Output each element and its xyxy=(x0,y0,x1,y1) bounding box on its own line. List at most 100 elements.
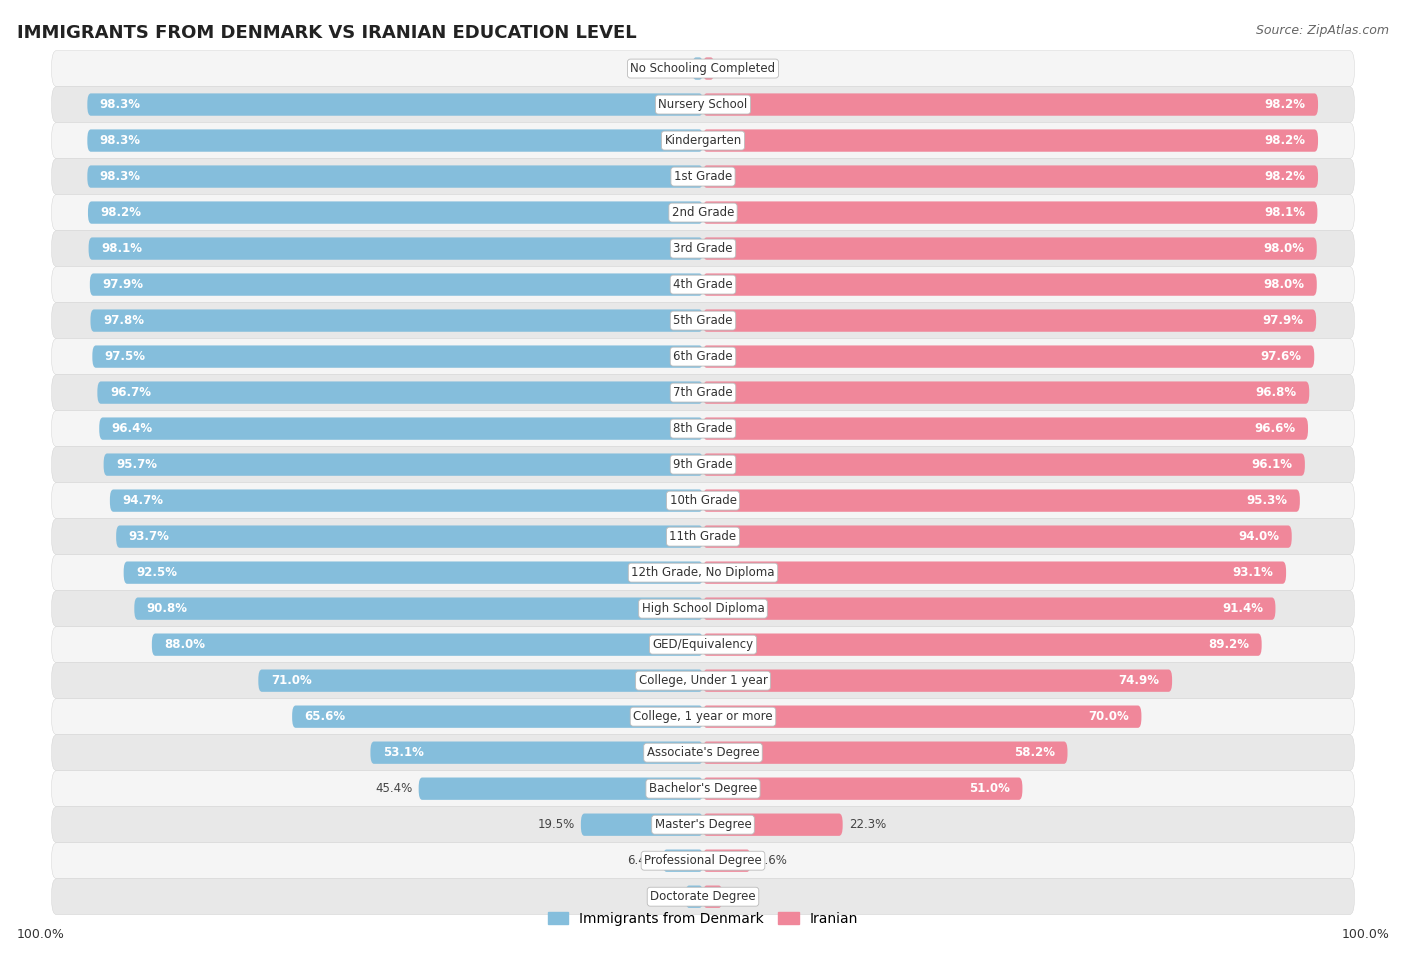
Text: 9th Grade: 9th Grade xyxy=(673,458,733,471)
FancyBboxPatch shape xyxy=(87,130,703,152)
FancyBboxPatch shape xyxy=(52,123,1354,159)
Legend: Immigrants from Denmark, Iranian: Immigrants from Denmark, Iranian xyxy=(541,906,865,931)
FancyBboxPatch shape xyxy=(52,195,1354,230)
Text: 98.3%: 98.3% xyxy=(100,135,141,147)
Text: 97.5%: 97.5% xyxy=(105,350,146,363)
Text: 95.7%: 95.7% xyxy=(117,458,157,471)
FancyBboxPatch shape xyxy=(52,806,1354,842)
Text: 89.2%: 89.2% xyxy=(1208,639,1249,651)
Text: 6th Grade: 6th Grade xyxy=(673,350,733,363)
FancyBboxPatch shape xyxy=(703,345,1315,368)
Text: 88.0%: 88.0% xyxy=(165,639,205,651)
Text: Professional Degree: Professional Degree xyxy=(644,854,762,867)
FancyBboxPatch shape xyxy=(703,381,1309,404)
Text: 70.0%: 70.0% xyxy=(1088,710,1129,723)
Text: 93.7%: 93.7% xyxy=(129,530,170,543)
Text: 94.7%: 94.7% xyxy=(122,494,163,507)
Text: 2.8%: 2.8% xyxy=(650,890,679,903)
FancyBboxPatch shape xyxy=(152,634,703,656)
FancyBboxPatch shape xyxy=(703,309,1316,332)
Text: 10th Grade: 10th Grade xyxy=(669,494,737,507)
Text: 97.9%: 97.9% xyxy=(103,278,143,292)
FancyBboxPatch shape xyxy=(87,94,703,116)
FancyBboxPatch shape xyxy=(52,302,1354,338)
Text: IMMIGRANTS FROM DENMARK VS IRANIAN EDUCATION LEVEL: IMMIGRANTS FROM DENMARK VS IRANIAN EDUCA… xyxy=(17,24,637,42)
FancyBboxPatch shape xyxy=(93,345,703,368)
FancyBboxPatch shape xyxy=(124,562,703,584)
FancyBboxPatch shape xyxy=(581,813,703,836)
FancyBboxPatch shape xyxy=(89,238,703,259)
FancyBboxPatch shape xyxy=(52,87,1354,123)
Text: 4th Grade: 4th Grade xyxy=(673,278,733,292)
FancyBboxPatch shape xyxy=(703,489,1301,512)
Text: 94.0%: 94.0% xyxy=(1239,530,1279,543)
Text: 6.4%: 6.4% xyxy=(627,854,657,867)
FancyBboxPatch shape xyxy=(52,266,1354,302)
Text: 11th Grade: 11th Grade xyxy=(669,530,737,543)
Text: 51.0%: 51.0% xyxy=(969,782,1010,796)
Text: Master's Degree: Master's Degree xyxy=(655,818,751,831)
Text: High School Diploma: High School Diploma xyxy=(641,603,765,615)
Text: 97.9%: 97.9% xyxy=(1263,314,1303,327)
Text: No Schooling Completed: No Schooling Completed xyxy=(630,62,776,75)
FancyBboxPatch shape xyxy=(703,526,1292,548)
Text: 3.1%: 3.1% xyxy=(728,890,758,903)
FancyBboxPatch shape xyxy=(692,58,703,80)
FancyBboxPatch shape xyxy=(52,770,1354,806)
Text: Associate's Degree: Associate's Degree xyxy=(647,746,759,760)
Text: 91.4%: 91.4% xyxy=(1222,603,1263,615)
FancyBboxPatch shape xyxy=(110,489,703,512)
Text: 93.1%: 93.1% xyxy=(1233,566,1274,579)
Text: 3rd Grade: 3rd Grade xyxy=(673,242,733,255)
Text: 96.1%: 96.1% xyxy=(1251,458,1292,471)
FancyBboxPatch shape xyxy=(703,885,723,908)
FancyBboxPatch shape xyxy=(419,777,703,800)
FancyBboxPatch shape xyxy=(703,94,1317,116)
FancyBboxPatch shape xyxy=(686,885,703,908)
FancyBboxPatch shape xyxy=(703,453,1305,476)
FancyBboxPatch shape xyxy=(52,627,1354,663)
FancyBboxPatch shape xyxy=(52,555,1354,591)
Text: 65.6%: 65.6% xyxy=(305,710,346,723)
Text: Source: ZipAtlas.com: Source: ZipAtlas.com xyxy=(1256,24,1389,37)
FancyBboxPatch shape xyxy=(52,699,1354,735)
Text: 96.6%: 96.6% xyxy=(1254,422,1295,435)
FancyBboxPatch shape xyxy=(87,166,703,188)
FancyBboxPatch shape xyxy=(703,849,751,872)
Text: 74.9%: 74.9% xyxy=(1119,674,1160,687)
Text: Nursery School: Nursery School xyxy=(658,98,748,111)
FancyBboxPatch shape xyxy=(52,374,1354,410)
Text: 19.5%: 19.5% xyxy=(537,818,575,831)
Text: 97.8%: 97.8% xyxy=(103,314,143,327)
Text: 98.2%: 98.2% xyxy=(1264,98,1306,111)
Text: 98.2%: 98.2% xyxy=(100,206,142,219)
FancyBboxPatch shape xyxy=(52,519,1354,555)
Text: 2nd Grade: 2nd Grade xyxy=(672,206,734,219)
FancyBboxPatch shape xyxy=(89,202,703,223)
FancyBboxPatch shape xyxy=(703,706,1142,727)
Text: 7th Grade: 7th Grade xyxy=(673,386,733,399)
Text: 98.2%: 98.2% xyxy=(1264,170,1306,183)
FancyBboxPatch shape xyxy=(703,634,1261,656)
Text: 7.6%: 7.6% xyxy=(756,854,787,867)
Text: 98.1%: 98.1% xyxy=(101,242,142,255)
Text: 98.0%: 98.0% xyxy=(1263,242,1305,255)
Text: Doctorate Degree: Doctorate Degree xyxy=(650,890,756,903)
FancyBboxPatch shape xyxy=(370,742,703,763)
Text: 1.7%: 1.7% xyxy=(657,62,686,75)
FancyBboxPatch shape xyxy=(292,706,703,727)
Text: 96.8%: 96.8% xyxy=(1256,386,1296,399)
FancyBboxPatch shape xyxy=(662,849,703,872)
Text: Kindergarten: Kindergarten xyxy=(665,135,741,147)
FancyBboxPatch shape xyxy=(104,453,703,476)
Text: 98.3%: 98.3% xyxy=(100,98,141,111)
FancyBboxPatch shape xyxy=(703,166,1317,188)
FancyBboxPatch shape xyxy=(117,526,703,548)
FancyBboxPatch shape xyxy=(52,483,1354,519)
FancyBboxPatch shape xyxy=(703,130,1317,152)
Text: 1.8%: 1.8% xyxy=(720,62,751,75)
Text: 22.3%: 22.3% xyxy=(849,818,886,831)
Text: 45.4%: 45.4% xyxy=(375,782,412,796)
FancyBboxPatch shape xyxy=(703,238,1317,259)
Text: 1st Grade: 1st Grade xyxy=(673,170,733,183)
